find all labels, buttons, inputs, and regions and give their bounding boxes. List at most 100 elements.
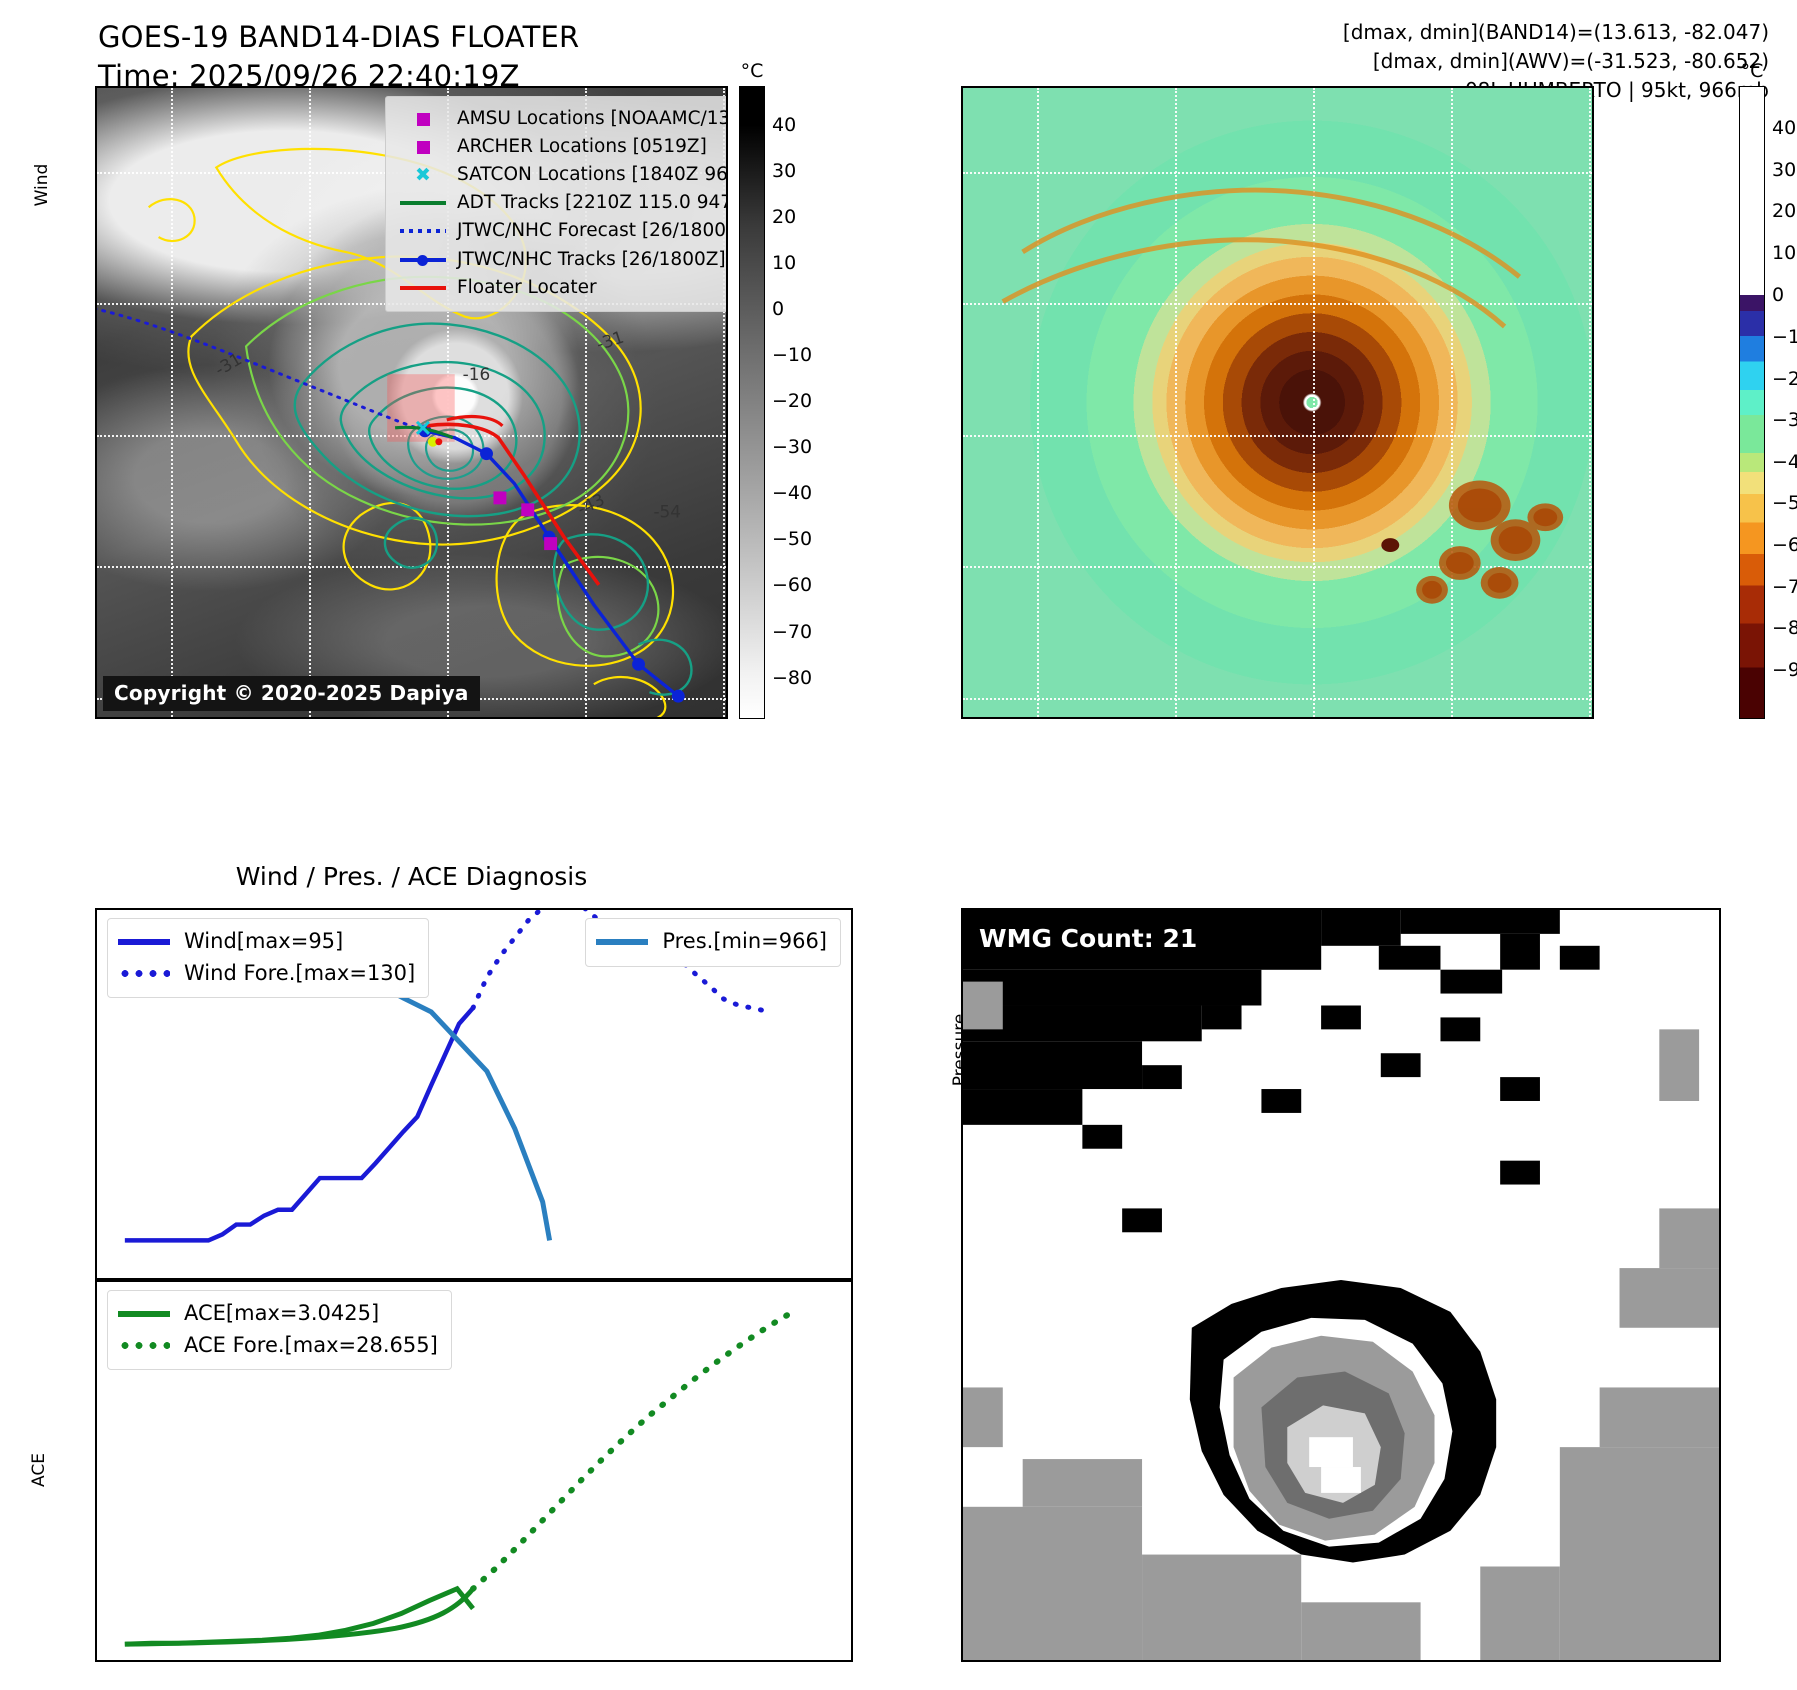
legend-label: JTWC/NHC Tracks [26/1800Z] — [457, 248, 726, 270]
gridline-lon-60 — [309, 88, 311, 717]
wind-axis-label: Wind — [32, 163, 52, 207]
gridline-lon-60 — [1175, 88, 1177, 717]
wind-pressure-chart[interactable]: Wind[max=95] Wind Fore.[max=130] Pres.[m… — [95, 908, 853, 1280]
wv-cbar-tick: 10 — [1772, 241, 1797, 264]
wv-cbar-tick: −60 — [1772, 534, 1797, 557]
wv-cbar-tick: 30 — [1772, 158, 1797, 181]
gridline-lon-58 — [1313, 88, 1315, 717]
legend-item-floater: Floater Locater — [397, 274, 726, 302]
green-solid-line-icon — [118, 1310, 174, 1317]
x-marker-icon: ✖ — [415, 163, 431, 186]
legend-item-ace: ACE[max=3.0425] — [118, 1298, 438, 1330]
wv-cbar-tick: −40 — [1772, 450, 1797, 473]
gridline-lon-54 — [723, 88, 725, 717]
gridline-lon-56 — [1451, 88, 1453, 717]
square-marker-icon — [397, 140, 449, 154]
ir-cbar-tick: −40 — [772, 482, 813, 505]
ir-contour-overlay: -31 -16 -54 -43 -31 — [97, 147, 693, 717]
wv-cbar-tick: −10 — [1772, 325, 1797, 348]
green-line-icon — [397, 201, 449, 206]
wv-cbar-tick: 0 — [1772, 284, 1785, 307]
svg-text:-43: -43 — [574, 489, 607, 519]
wv-cbar-tick: −20 — [1772, 367, 1797, 390]
legend-item-archer: ARCHER Locations [0519Z] — [397, 133, 726, 161]
ir-map-legend: AMSU Locations [NOAAMC/1354Z 40 1003] AR… — [385, 96, 728, 312]
blue-line-marker-icon — [397, 254, 449, 266]
ace-chart[interactable]: ACE[max=3.0425] ACE Fore.[max=28.655] 30… — [95, 1280, 853, 1662]
gridline-lat-22 — [963, 435, 1592, 437]
wv-cbar-tick: −50 — [1772, 492, 1797, 515]
water-vapor-map[interactable]: 26°N 24°N 22°N 20°N 18°N 62°W 60°W 58°W … — [961, 86, 1594, 719]
ir-cbar-tick: −80 — [772, 666, 813, 689]
wv-feature-overlay — [1001, 187, 1564, 604]
ir-cbar-tick: 10 — [772, 252, 797, 275]
legend-label: JTWC/NHC Forecast [26/1800Z] — [457, 220, 728, 242]
green-dotted-line-icon — [118, 1341, 174, 1349]
copyright-notice: Copyright © 2020-2025 Dapiya — [103, 676, 480, 711]
legend-label: Pres.[min=966] — [662, 929, 827, 953]
legend-item-wind: Wind[max=95] — [118, 926, 415, 958]
gridline-lon-54 — [1589, 88, 1591, 717]
legend-item-forecast: JTWC/NHC Forecast [26/1800Z] — [397, 217, 728, 245]
ir-colorbar-title: °C — [740, 60, 764, 82]
ir-cbar-tick: 0 — [772, 298, 785, 321]
gridline-lon-62 — [1037, 88, 1039, 717]
legend-item-wind-forecast: Wind Fore.[max=130] — [118, 958, 415, 990]
blue-solid-line-icon — [118, 938, 174, 945]
wv-cbar-tick: −80 — [1772, 617, 1797, 640]
wv-cbar-tick: −90 — [1772, 659, 1797, 682]
page-title: GOES-19 BAND14-DIAS FLOATER Time: 2025/0… — [98, 20, 580, 94]
header-stats: [dmax, dmin](BAND14)=(13.613, -82.047) [… — [1342, 20, 1769, 102]
legend-label: ACE Fore.[max=28.655] — [184, 1332, 438, 1357]
legend-label: Floater Locater — [457, 276, 597, 298]
legend-item-tracks: JTWC/NHC Tracks [26/1800Z] — [397, 246, 726, 274]
legend-label: Wind[max=95] — [184, 929, 344, 953]
blue-dotted-line-icon — [397, 229, 449, 234]
svg-text:-54: -54 — [653, 501, 681, 521]
ir-cbar-tick: 20 — [772, 205, 797, 228]
ir-cbar-tick: −10 — [772, 344, 813, 367]
svg-text:-16: -16 — [463, 364, 491, 384]
ir-satellite-map[interactable]: -31 -16 -54 -43 -31 26°N 24°N 22°N 20°N … — [95, 86, 728, 719]
ir-cbar-tick: −50 — [772, 528, 813, 551]
ace-plot — [124, 1308, 797, 1647]
wv-colorbar-title: °C — [1740, 60, 1764, 82]
pressure-legend: Pres.[min=966] — [585, 918, 841, 967]
ir-cbar-tick: 40 — [772, 113, 797, 136]
wmg-count-label: WMG Count: 21 — [979, 924, 1198, 953]
ir-cbar-tick: −20 — [772, 390, 813, 413]
square-marker-icon — [397, 112, 449, 126]
gridline-lat-24 — [963, 303, 1592, 305]
ace-tickmark — [95, 1648, 97, 1650]
gridline-lat-26 — [963, 172, 1592, 174]
ir-cbar-tick: 30 — [772, 159, 797, 182]
ace-tickmark — [95, 1343, 97, 1345]
wmg-bitmap — [963, 910, 1719, 1660]
wind-tickmark — [95, 1050, 97, 1052]
legend-label: ACE[max=3.0425] — [184, 1301, 380, 1325]
ace-tickmark — [95, 1526, 97, 1528]
legend-item-amsu: AMSU Locations [NOAAMC/1354Z 40 1003] — [397, 105, 726, 133]
gridline-lon-56 — [585, 88, 587, 717]
ace-tickmark — [95, 1282, 97, 1284]
gridline-lat-18 — [963, 698, 1592, 700]
ace-tickmark — [95, 1465, 97, 1467]
ace-axis-label: ACE — [29, 1453, 49, 1487]
wmg-panel[interactable]: WMG Count: 21 — [961, 908, 1721, 1662]
gridline-lon-58 — [447, 88, 449, 717]
wind-tickmark — [95, 1176, 97, 1178]
wv-cbar-tick: 40 — [1772, 117, 1797, 139]
gridline-lon-62 — [171, 88, 173, 717]
red-line-icon — [397, 285, 449, 290]
legend-item-pressure: Pres.[min=966] — [596, 926, 827, 958]
wind-tickmark — [95, 1239, 97, 1241]
legend-item-satcon: ✖ SATCON Locations [1840Z 96 960] — [397, 161, 726, 189]
wv-colorbar: 40 30 20 10 0 −10 −20 −30 −40 −50 −60 −7… — [1739, 86, 1797, 719]
wind-tickmark — [95, 987, 97, 989]
ir-cbar-tick: −60 — [772, 574, 813, 597]
ir-cbar-tick: −30 — [772, 436, 813, 459]
wv-cbar-tick: −30 — [1772, 409, 1797, 432]
blue-dotted-line-icon — [118, 969, 174, 977]
legend-label: ARCHER Locations [0519Z] — [457, 136, 707, 158]
legend-label: AMSU Locations [NOAAMC/1354Z 40 1003] — [457, 108, 726, 129]
